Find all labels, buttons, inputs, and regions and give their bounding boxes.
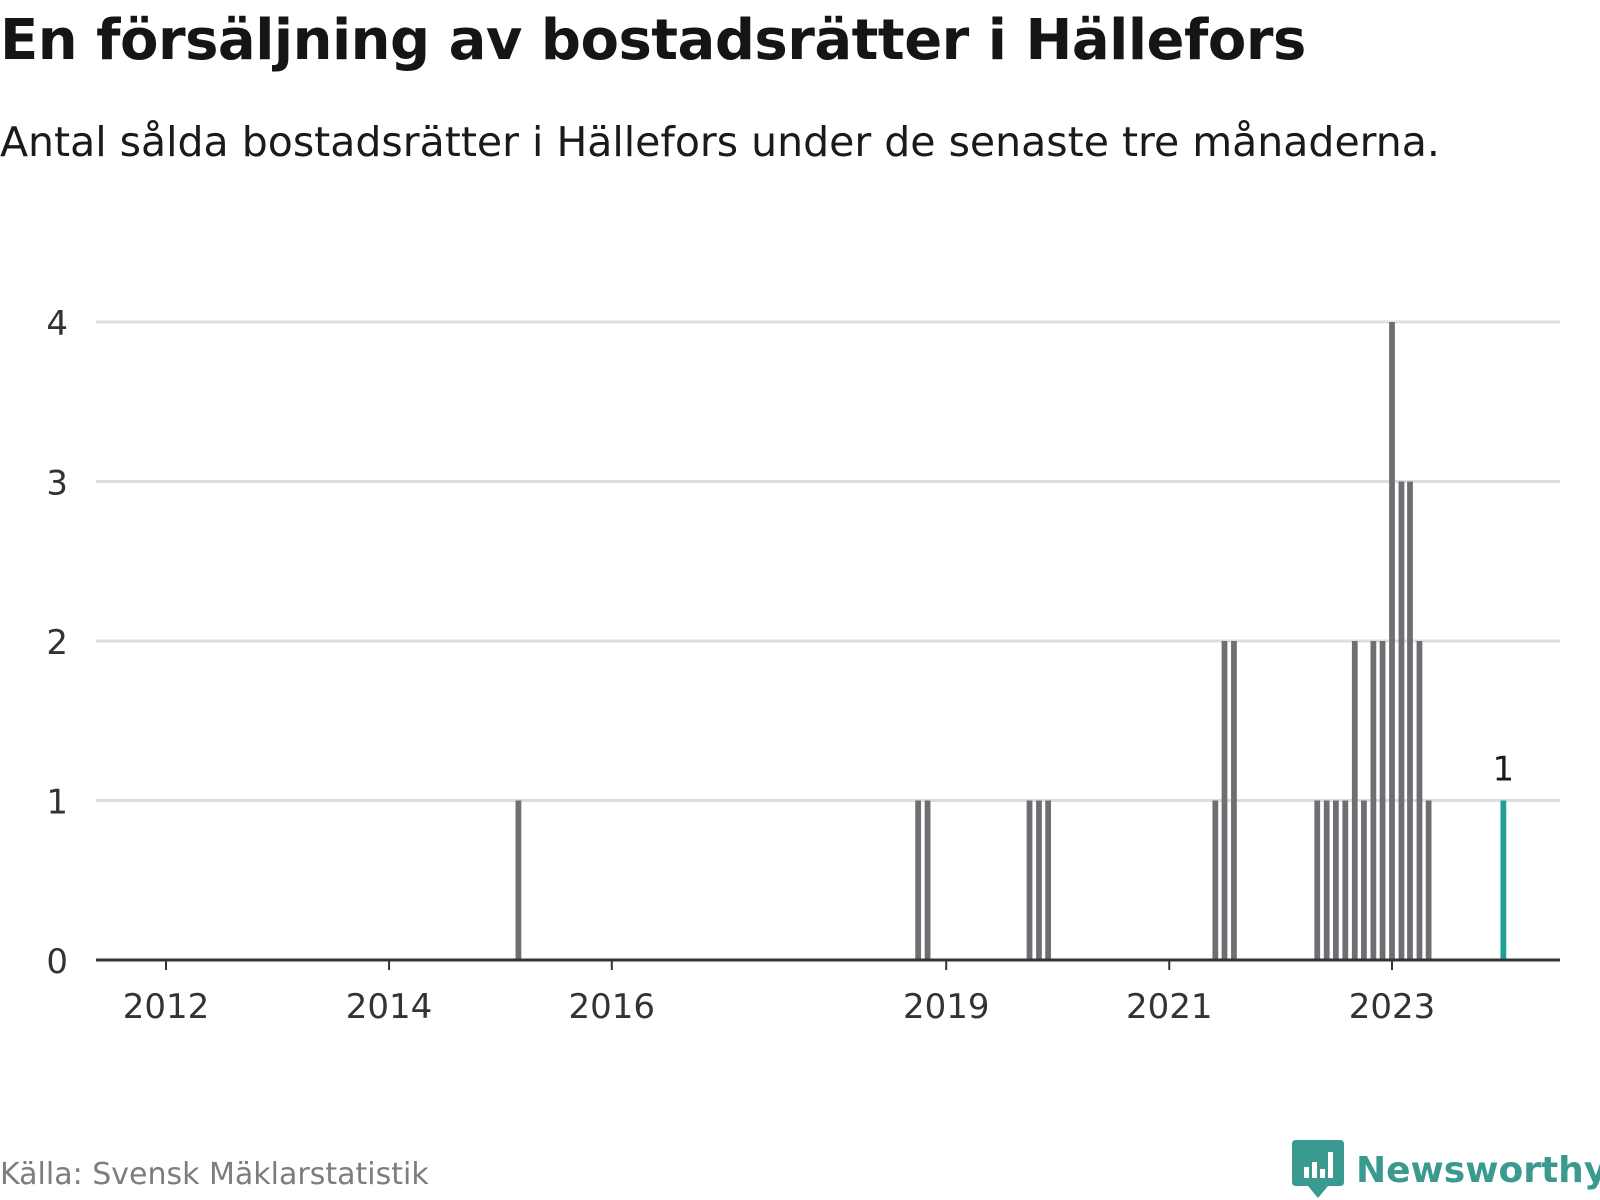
bar [924,800,931,960]
bar-chart: 0 1 2 3 4 2012 2014 2016 2019 2021 2023 1 [46,304,1560,1027]
x-tick-label: 2016 [569,987,656,1027]
x-tick-label: 2012 [123,987,210,1027]
y-tick-label: 2 [46,623,68,663]
bar [1379,641,1386,960]
bar [1332,800,1339,960]
bar [1342,800,1349,960]
newsworthy-logo-icon [1292,1140,1344,1198]
bar [1231,641,1237,960]
bar [915,800,922,960]
bar [1045,800,1052,960]
bar [515,800,522,960]
bar [1361,800,1367,960]
brand-logo: Newsworthy [1292,1140,1600,1200]
y-tick-label: 3 [46,464,68,504]
grid-lines [96,320,1560,802]
y-tick-label: 1 [46,783,68,823]
data-label: 1 [1493,750,1515,790]
bar [1389,322,1395,960]
bar [1425,800,1432,960]
x-axis: 2012 2014 2016 2019 2021 2023 [123,960,1436,1027]
bar [1212,800,1219,960]
source-note: Källa: Svensk Mäklarstatistik [0,1157,429,1192]
bar [1221,641,1228,960]
bar [1416,641,1423,960]
y-tick-label: 0 [46,942,68,982]
y-tick-label: 4 [46,304,68,344]
data-labels: 1 [1493,750,1515,790]
x-tick-label: 2021 [1126,987,1213,1027]
bar [1314,800,1321,960]
bar [1370,641,1377,960]
bar [1323,800,1330,960]
bar [1026,800,1033,960]
bar [1351,641,1358,960]
bars [515,322,1507,960]
bar [1500,800,1507,960]
x-tick-label: 2023 [1349,987,1436,1027]
bar [1407,481,1413,960]
chart-subtitle: Antal sålda bostadsrätter i Hällefors un… [0,118,1440,166]
x-tick-label: 2014 [346,987,433,1027]
brand-name: Newsworthy [1356,1149,1600,1191]
bar [1036,800,1042,960]
y-axis: 0 1 2 3 4 [46,304,68,982]
chart-title: En försäljning av bostadsrätter i Hällef… [0,8,1306,73]
bar [1398,481,1405,960]
x-tick-label: 2019 [903,987,990,1027]
